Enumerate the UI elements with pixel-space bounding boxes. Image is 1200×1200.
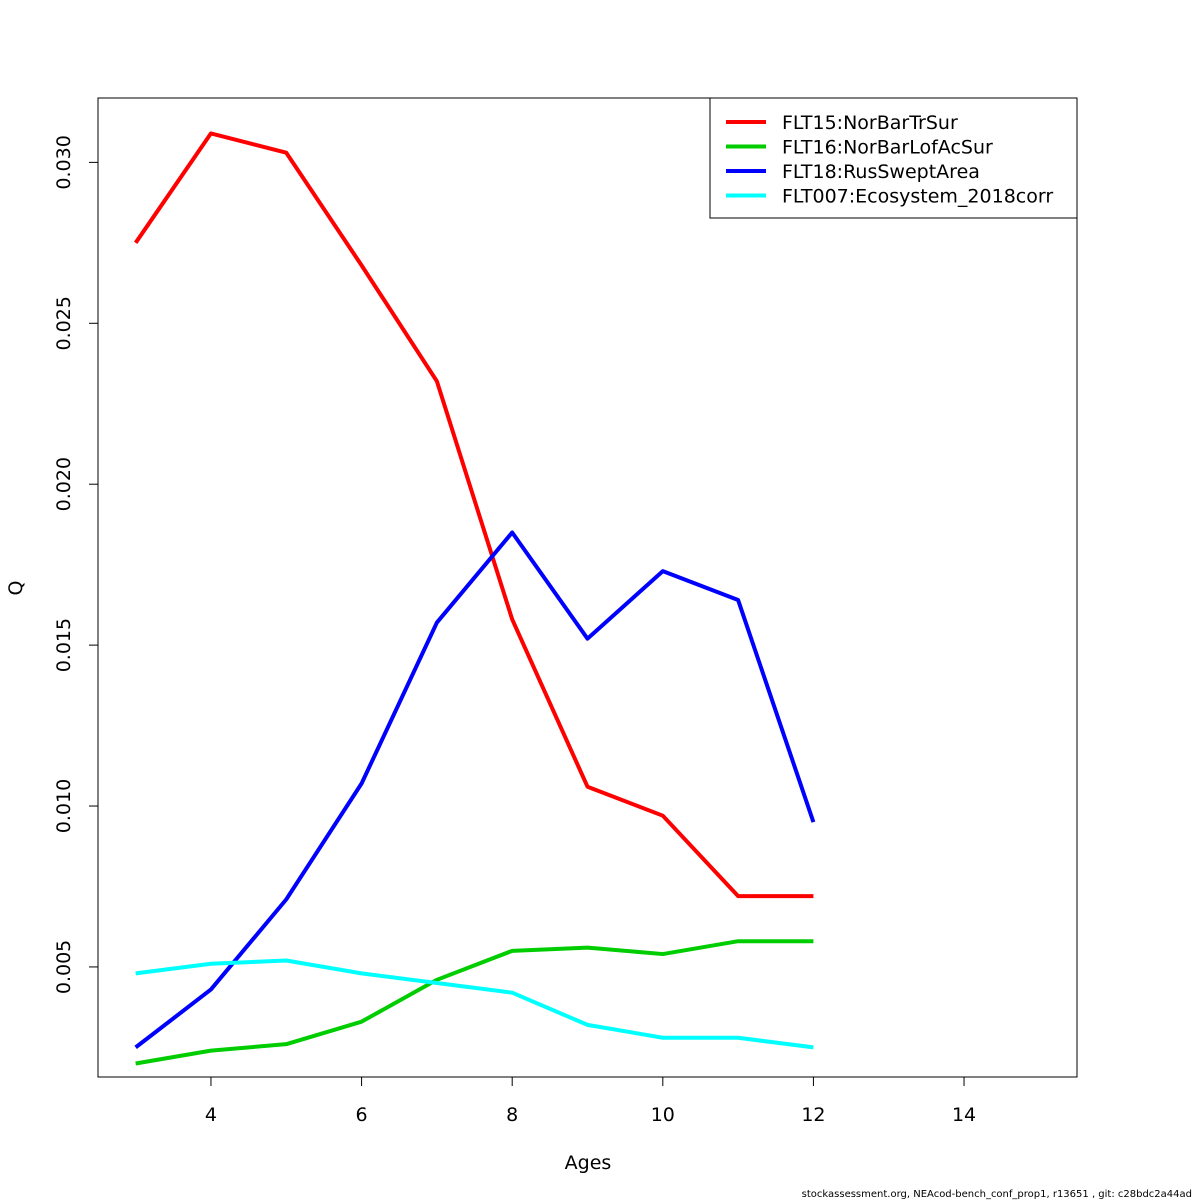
x-tick-label: 10 <box>651 1104 675 1126</box>
y-tick-label: 0.025 <box>53 296 75 350</box>
footer-note: stockassessment.org, NEAcod-bench_conf_p… <box>802 1189 1192 1200</box>
series-line-4 <box>135 958 814 1050</box>
x-tick-label: 4 <box>205 1104 217 1126</box>
legend-label: FLT16:NorBarLofAcSur <box>782 137 993 159</box>
x-axis: 4 6 8 10 12 14 <box>205 1076 976 1126</box>
legend-label: FLT007:Ecosystem_2018corr <box>782 186 1053 208</box>
y-tick-label: 0.030 <box>53 135 75 189</box>
series-layer <box>134 131 816 1066</box>
legend-label: FLT18:RusSweptArea <box>782 161 980 183</box>
legend-box <box>709 97 1078 219</box>
y-tick-label: 0.005 <box>53 940 75 994</box>
legend: FLT15:NorBarTrSurFLT16:NorBarLofAcSurFLT… <box>709 97 1078 219</box>
x-tick-label: 6 <box>356 1104 368 1126</box>
y-axis: 0.005 0.010 0.015 0.020 0.025 0.030 <box>53 135 99 994</box>
y-tick-label: 0.015 <box>53 618 75 672</box>
x-tick-label: 8 <box>506 1104 518 1126</box>
x-axis-label: Ages <box>565 1152 612 1174</box>
legend-label: FLT15:NorBarTrSur <box>782 112 958 134</box>
y-axis-label: Q <box>5 581 27 596</box>
y-tick-label: 0.020 <box>53 457 75 511</box>
x-tick-label: 12 <box>801 1104 825 1126</box>
series-line-3 <box>134 530 816 1049</box>
y-tick-label: 0.010 <box>53 779 75 833</box>
x-tick-label: 14 <box>952 1104 976 1126</box>
series-line-2 <box>135 939 814 1066</box>
series-line-1 <box>134 131 814 899</box>
